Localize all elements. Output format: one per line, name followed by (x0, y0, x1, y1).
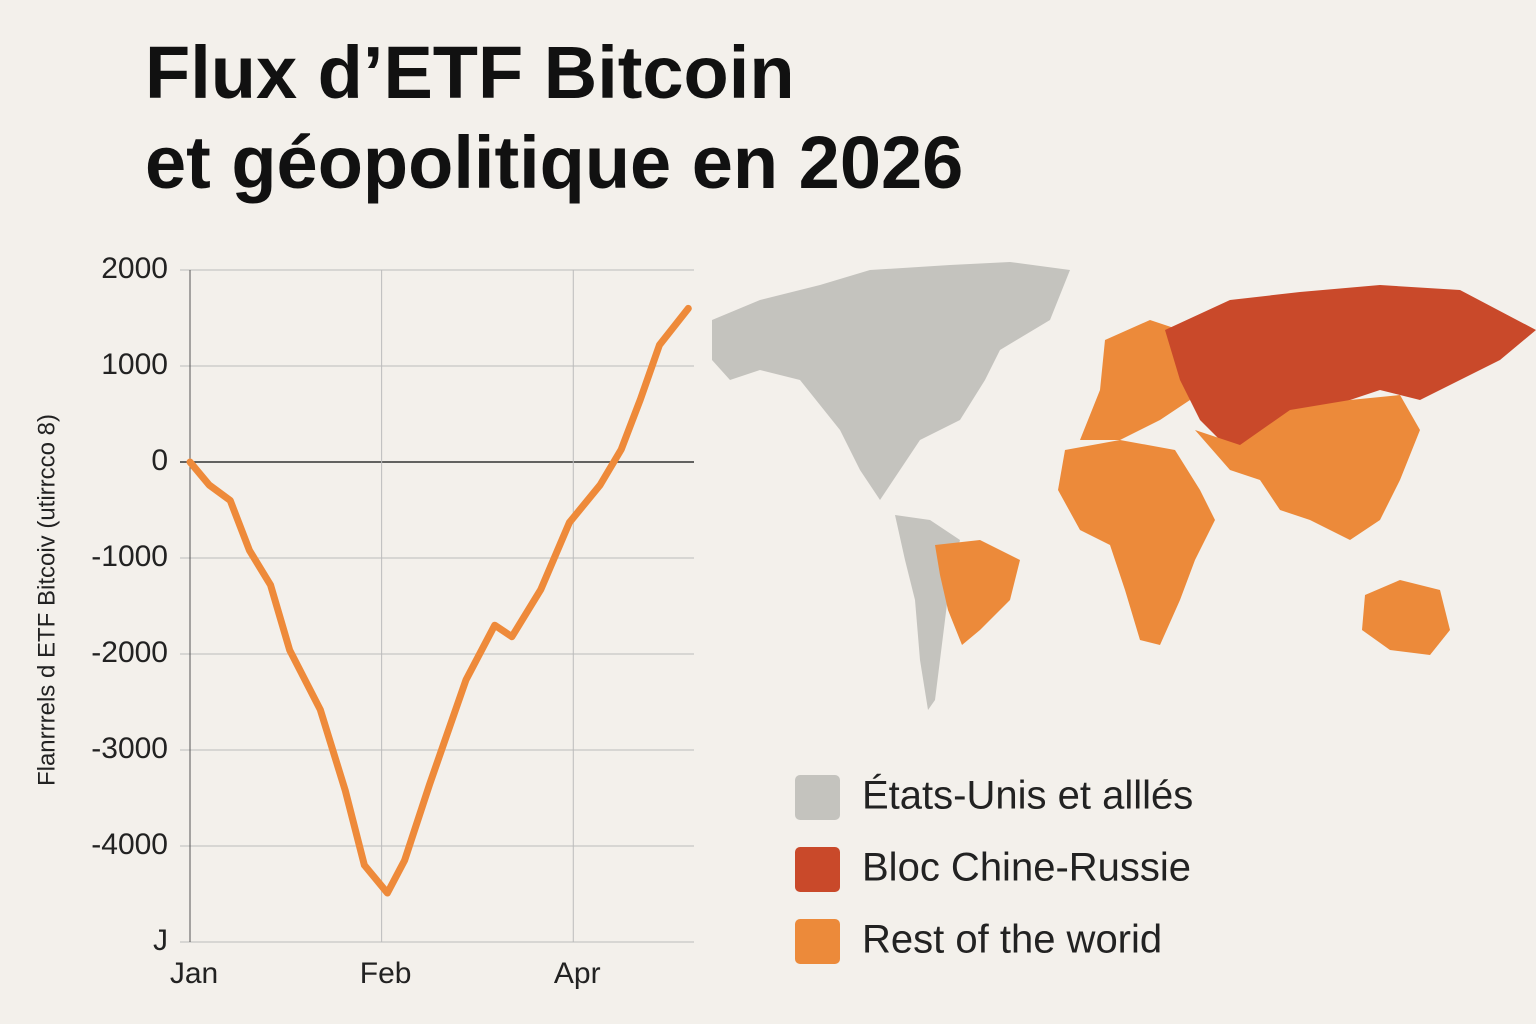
map-region (935, 540, 1020, 645)
map-region (1058, 440, 1215, 645)
map-region (1362, 580, 1450, 655)
y-tick-label: 0 (151, 444, 168, 477)
legend-label: États-Unis et alllés (862, 773, 1193, 818)
x-tick-label: Feb (360, 957, 412, 990)
legend-label: Rest of the worid (862, 918, 1162, 962)
y-tick-label: -4000 (91, 828, 168, 861)
y-tick-label: J (153, 924, 168, 957)
x-tick-label: Jan (170, 957, 218, 990)
map-region (1080, 320, 1190, 440)
map-region (1195, 395, 1420, 540)
y-tick-label: -3000 (91, 732, 168, 765)
x-tick-label: Apr (554, 957, 601, 990)
y-axis-label: Flanrrrels d ETF Bitcoiv (utirrcco 8) (33, 414, 60, 786)
y-tick-label: -1000 (91, 540, 168, 573)
map-region (1165, 285, 1536, 450)
map-region (712, 262, 1070, 500)
y-tick-label: 1000 (101, 348, 168, 381)
line-series (186, 304, 692, 897)
legend-swatch (795, 919, 840, 964)
world-map (712, 262, 1536, 710)
legend-swatch (795, 775, 840, 820)
y-tick-label: 2000 (101, 252, 168, 285)
legend-label: Bloc Chine-Russie (862, 846, 1191, 890)
legend-swatch (795, 847, 840, 892)
y-tick-label: -2000 (91, 636, 168, 669)
chart-title: Flux d’ETF Bitcoin et géopolitique en 20… (145, 31, 964, 204)
